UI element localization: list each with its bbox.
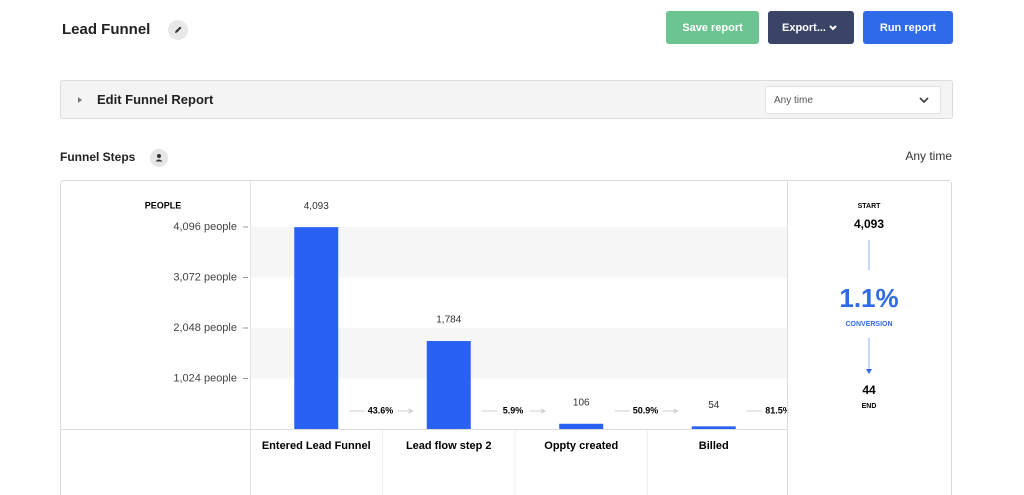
y-tick-label: 3,072 people [173, 271, 237, 283]
caret [78, 97, 82, 103]
section-title: Funnel Steps [60, 150, 136, 164]
time-select[interactable]: Any time [765, 86, 941, 114]
bar [559, 423, 604, 429]
value-label: 54 [708, 400, 720, 411]
export-button[interactable]: Export... [768, 11, 854, 44]
chevron [919, 97, 929, 104]
step-rate: 81.5% [765, 405, 791, 415]
x-tick-label: Oppty created [544, 440, 618, 452]
conversion-label: CONVERSION [845, 321, 892, 328]
edit-panel-title: Edit Funnel Report [97, 92, 214, 107]
end-value: 44 [862, 383, 876, 397]
end-label: END [862, 403, 877, 410]
run-button[interactable]: Run report [863, 11, 953, 44]
value-label: 1,784 [436, 315, 461, 326]
value-label: 4,093 [304, 201, 329, 212]
grid-band [251, 328, 787, 379]
edit-panel[interactable]: Edit Funnel Report Any time [60, 80, 953, 119]
step-rate: 5.9% [503, 405, 524, 415]
step-rate: 50.9% [633, 405, 659, 415]
edit-icon[interactable] [168, 20, 188, 40]
time-select-label: Any time [774, 95, 813, 106]
y-tick-label: 1,024 people [173, 372, 237, 384]
rate-arrow-head [673, 408, 679, 414]
user-glyph [155, 154, 163, 162]
flow-arrow [866, 369, 872, 374]
rate-arrow-head [540, 408, 547, 414]
rate-arrow-head [408, 408, 414, 414]
section-time: Any time [905, 149, 952, 163]
page-title: Lead Funnel [62, 21, 151, 38]
pencil [175, 26, 182, 33]
export-label: Export... [781, 21, 826, 34]
x-tick-label: Entered Lead Funnel [262, 440, 371, 452]
x-tick-label: Lead flow step 2 [406, 440, 492, 452]
value-label: 106 [573, 397, 590, 408]
y-axis-title: PEOPLE [145, 200, 182, 210]
x-tick-label: Billed [699, 440, 729, 452]
start-label: START [858, 203, 882, 210]
bar [691, 426, 736, 429]
user-icon[interactable] [150, 149, 168, 167]
grid-band [251, 227, 787, 278]
bar [426, 341, 471, 429]
conversion-value: 1.1% [839, 283, 898, 313]
step-rate: 43.6% [368, 405, 394, 415]
y-tick-label: 4,096 people [173, 221, 237, 233]
plot: 1,024 people 2,048 people 3,072 people 4,09… [173, 201, 812, 495]
chevron [829, 24, 837, 30]
bar [294, 227, 339, 429]
y-tick-label: 2,048 people [173, 322, 237, 334]
chart-frame [60, 180, 952, 495]
save-button[interactable]: Save report [666, 11, 759, 44]
start-value: 4,093 [854, 217, 884, 231]
